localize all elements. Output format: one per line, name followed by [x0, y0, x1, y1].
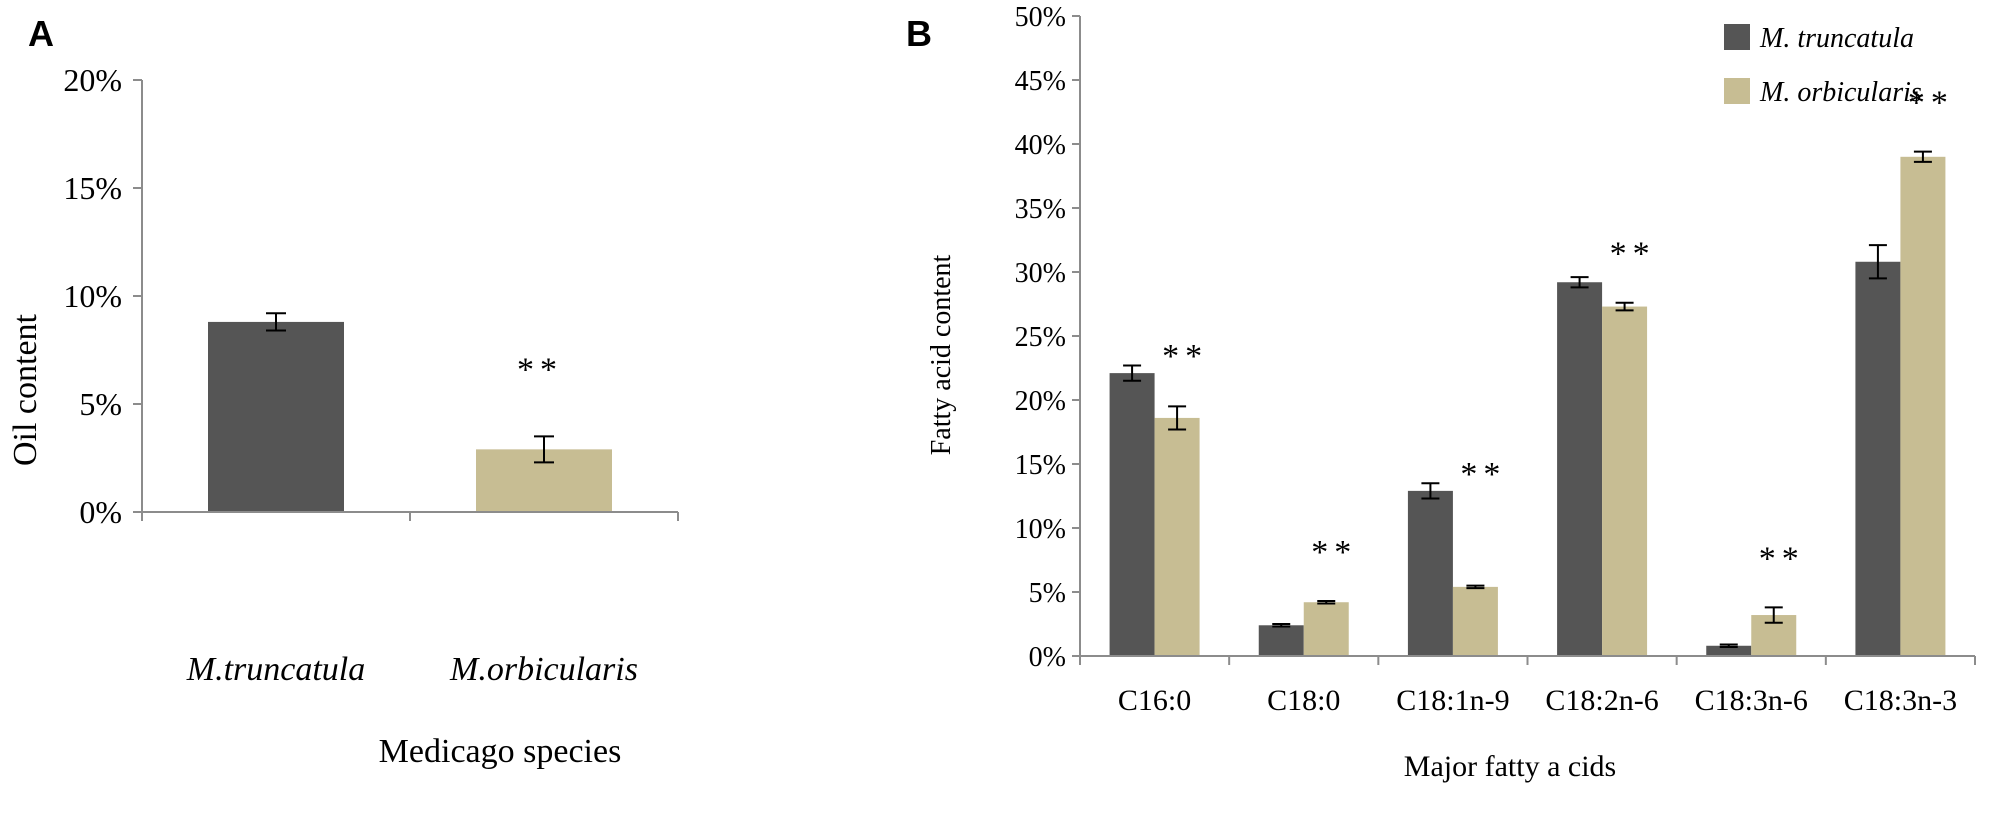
panel-b-x-tick-label: C18:3n-6 [1695, 684, 1808, 717]
panel-b-x-tick-label: C18:1n-9 [1396, 684, 1509, 717]
panel-b-bar [1855, 261, 1901, 656]
panel-a-y-tick-label: 10% [63, 278, 122, 314]
panel-a-x-tick-label: M.orbicularis [449, 651, 638, 688]
panel-a-significance-label: ** [517, 351, 563, 388]
legend-label-m-truncatula: M. truncatula [1759, 23, 1914, 54]
panel-b-bar [1303, 602, 1349, 656]
panel-b-bar [1109, 373, 1155, 656]
panel-b: B 0% 5% 10% 15% 20% 25% 30% 35% 40% 45% 50% C16:0 C1… [906, 2, 1976, 783]
panel-a: A 0% 5% 10% 15% 20% M.truncatula M.orbicularis… [7, 13, 679, 770]
panel-b-y-tick-label: 15% [1015, 450, 1066, 481]
panel-b-bar [1900, 156, 1946, 657]
panel-b-y-tick-label: 40% [1015, 130, 1066, 161]
panel-b-y-tick-label: 25% [1015, 322, 1066, 353]
panel-b-bar [1452, 586, 1498, 656]
panel-b-y-axis-label: Fatty acid content [926, 254, 957, 455]
legend-swatch-m-orbicularis [1724, 78, 1750, 104]
panel-b-x-tick-label: C18:0 [1267, 684, 1340, 717]
panel-a-y-tick-label: 15% [63, 170, 122, 206]
panel-b-y-tick-label: 50% [1015, 2, 1066, 33]
panel-a-y-tick-label: 5% [79, 386, 122, 422]
panel-a-y-axis-label: Oil content [7, 313, 44, 466]
panel-b-x-tick-label: C16:0 [1118, 684, 1191, 717]
panel-b-y-tick-label: 0% [1029, 642, 1066, 673]
panel-a-label: A [28, 13, 54, 54]
panel-b-x-tick-label: C18:2n-6 [1545, 684, 1658, 717]
panel-b-significance-label: ** [1460, 456, 1506, 493]
panel-b-y-tick-label: 5% [1029, 578, 1066, 609]
panel-b-y-tick-label: 20% [1015, 386, 1066, 417]
panel-a-x-tick-label: M.truncatula [186, 651, 365, 688]
panel-b-label: B [906, 13, 932, 54]
panel-b-bar [1407, 490, 1453, 656]
panel-b-significance-label: ** [1610, 236, 1656, 273]
panel-a-y-tick-label: 0% [79, 494, 122, 530]
panel-b-y-tick-label: 35% [1015, 194, 1066, 225]
panel-b-significance-label: ** [1311, 534, 1357, 571]
panel-b-x-axis-label: Major fatty a cids [1404, 750, 1616, 783]
legend-swatch-m-truncatula [1724, 24, 1750, 50]
panel-b-y-tick-label: 45% [1015, 66, 1066, 97]
panel-b-bar [1258, 625, 1304, 656]
panel-b-legend: M. truncatula M. orbicularis [1724, 23, 1922, 108]
panel-b-bar [1706, 645, 1752, 656]
panel-a-y-tick-label: 20% [63, 62, 122, 98]
panel-b-bar [1154, 417, 1200, 656]
panel-b-y-tick-label: 30% [1015, 258, 1066, 289]
panel-b-significance-label: ** [1162, 338, 1208, 375]
panel-b-y-tick-label: 10% [1015, 514, 1066, 545]
panel-a-x-axis-label: Medicago species [379, 733, 622, 770]
panel-b-x-tick-label: C18:3n-3 [1844, 684, 1957, 717]
panel-b-bar [1602, 306, 1648, 656]
panel-a-bar [208, 321, 344, 512]
panel-b-significance-label: ** [1759, 540, 1805, 577]
panel-b-significance-label: ** [1908, 85, 1954, 122]
legend-label-m-orbicularis: M. orbicularis [1759, 77, 1922, 108]
panel-b-bar [1557, 282, 1603, 656]
